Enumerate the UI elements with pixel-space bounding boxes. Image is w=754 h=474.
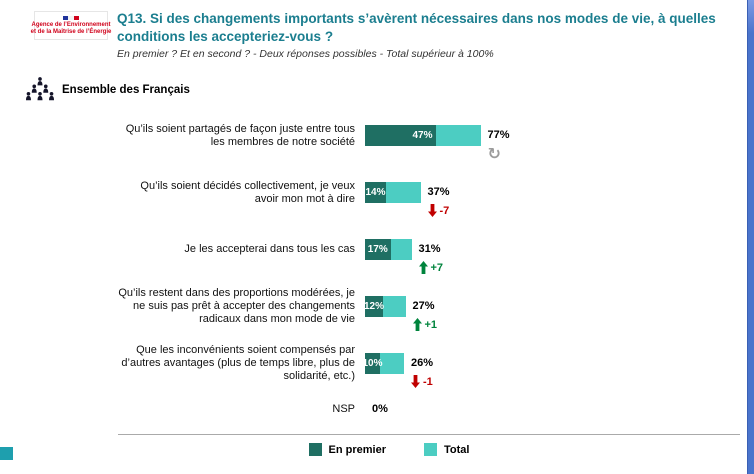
legend-label: En premier	[328, 443, 386, 456]
bar-label: Que les inconvénients soient compensés p…	[121, 344, 355, 382]
total-bar: 17%	[365, 239, 412, 260]
trend-indicator: +7	[418, 261, 444, 274]
legend-swatch	[308, 443, 322, 456]
ademe-logo-line2: et de la Maîtrise de l’Énergie	[30, 28, 112, 35]
flag-stripe-blue	[63, 15, 69, 20]
en-premier-bar: 47%	[365, 125, 436, 146]
total-bar: 10%	[362, 353, 404, 374]
section-label: Ensemble des Français	[62, 83, 190, 96]
total-value: 0%	[372, 402, 388, 415]
en-premier-value: 12%	[364, 301, 385, 312]
chart-row: Que les inconvénients soient compensés p…	[115, 340, 715, 388]
trend-up-icon	[412, 318, 422, 331]
en-premier-bar: 14%	[365, 182, 386, 203]
legend-label: Total	[444, 443, 470, 456]
chart-row: Qu’ils restent dans des proportions modé…	[115, 283, 715, 331]
ademe-logo-line1: Agence de l’Environnement	[31, 21, 111, 28]
stable-icon: ↻	[487, 144, 501, 163]
value-column: 26% -1	[411, 353, 434, 388]
legend-swatch	[424, 443, 437, 456]
question-title: Q13. Si des changements importants s’avè…	[117, 11, 716, 44]
chart-row: Je les accepterai dans tous les cas 17% 31…	[115, 226, 715, 274]
trend-indicator: ↻	[487, 144, 510, 163]
bar-label: Je les accepterai dans tous les cas	[184, 243, 355, 255]
question-subtitle: En premier ? Et en second ? - Deux répon…	[117, 48, 494, 60]
total-bar: 14%	[365, 182, 421, 203]
trend-indicator: -1	[411, 375, 433, 388]
bar-label: Qu’ils restent dans des proportions modé…	[118, 287, 355, 325]
en-premier-bar: 12%	[364, 296, 385, 317]
flag-stripe-white	[68, 15, 74, 20]
bar-area: 14% 37% -7	[365, 182, 450, 217]
corner-accent-square	[0, 447, 13, 460]
chart-row: NSP 0%	[115, 397, 715, 421]
flag-stripe-red	[73, 15, 79, 20]
value-column: 0%	[372, 399, 388, 420]
total-value: 27%	[412, 300, 435, 312]
bar-area: 12% 27% +1	[364, 296, 437, 331]
population-section: Ensemble des Français	[26, 76, 190, 103]
trend-indicator: +1	[412, 318, 438, 331]
chart-row: Qu’ils soient décidés collectivement, je…	[115, 169, 715, 217]
total-value: 77%	[487, 129, 510, 141]
bar-label: Qu’ils soient décidés collectivement, je…	[140, 179, 355, 205]
value-column: 77% ↻	[487, 125, 510, 162]
title-block: Q13. Si des changements importants s’avè…	[117, 10, 717, 61]
trend-value: -7	[439, 204, 450, 217]
en-premier-bar: 10%	[362, 353, 383, 374]
trend-down-icon	[427, 204, 437, 217]
total-bar: 47%	[365, 125, 481, 146]
trend-value: +7	[430, 261, 444, 274]
people-group-icon	[26, 77, 54, 101]
scrollbar[interactable]	[747, 0, 754, 474]
trend-up-icon	[418, 261, 428, 274]
trend-down-icon	[411, 375, 420, 388]
chart-legend: En premier Total	[118, 434, 740, 456]
trend-indicator: -7	[427, 204, 450, 217]
ademe-logo: Agence de l’Environnement et de la Maîtr…	[31, 11, 111, 40]
ademe-logo-text: Agence de l’Environnement et de la Maîtr…	[31, 22, 112, 36]
trend-value: -1	[423, 375, 433, 388]
bar-area: 47% 77% ↻	[365, 125, 510, 162]
bar-area: 0%	[365, 399, 388, 420]
en-premier-bar: 17%	[365, 239, 391, 260]
chart-row: Qu’ils soient partagés de façon juste en…	[115, 112, 715, 162]
en-premier-value: 17%	[367, 244, 388, 255]
value-column: 27% +1	[412, 296, 437, 331]
total-bar: 12%	[364, 296, 406, 317]
bar-area: 10% 26% -1	[362, 353, 434, 388]
en-premier-value: 10%	[362, 358, 383, 369]
total-value: 26%	[411, 357, 434, 369]
legend-item-total: Total	[424, 443, 469, 456]
total-value: 37%	[427, 186, 450, 198]
bar-label: NSP	[332, 402, 355, 415]
bar-chart: Qu’ils soient partagés de façon juste en…	[115, 112, 715, 431]
value-column: 37% -7	[427, 182, 450, 217]
total-value: 31%	[418, 243, 441, 255]
en-premier-value: 47%	[412, 130, 433, 141]
en-premier-value: 14%	[365, 187, 386, 198]
trend-value: +1	[424, 318, 438, 331]
bar-area: 17% 31% +7	[365, 239, 443, 274]
legend-item-en-premier: En premier	[308, 443, 386, 456]
french-flag-icon	[63, 15, 79, 20]
value-column: 31% +7	[418, 239, 443, 274]
bar-label: Qu’ils soient partagés de façon juste en…	[125, 122, 355, 148]
